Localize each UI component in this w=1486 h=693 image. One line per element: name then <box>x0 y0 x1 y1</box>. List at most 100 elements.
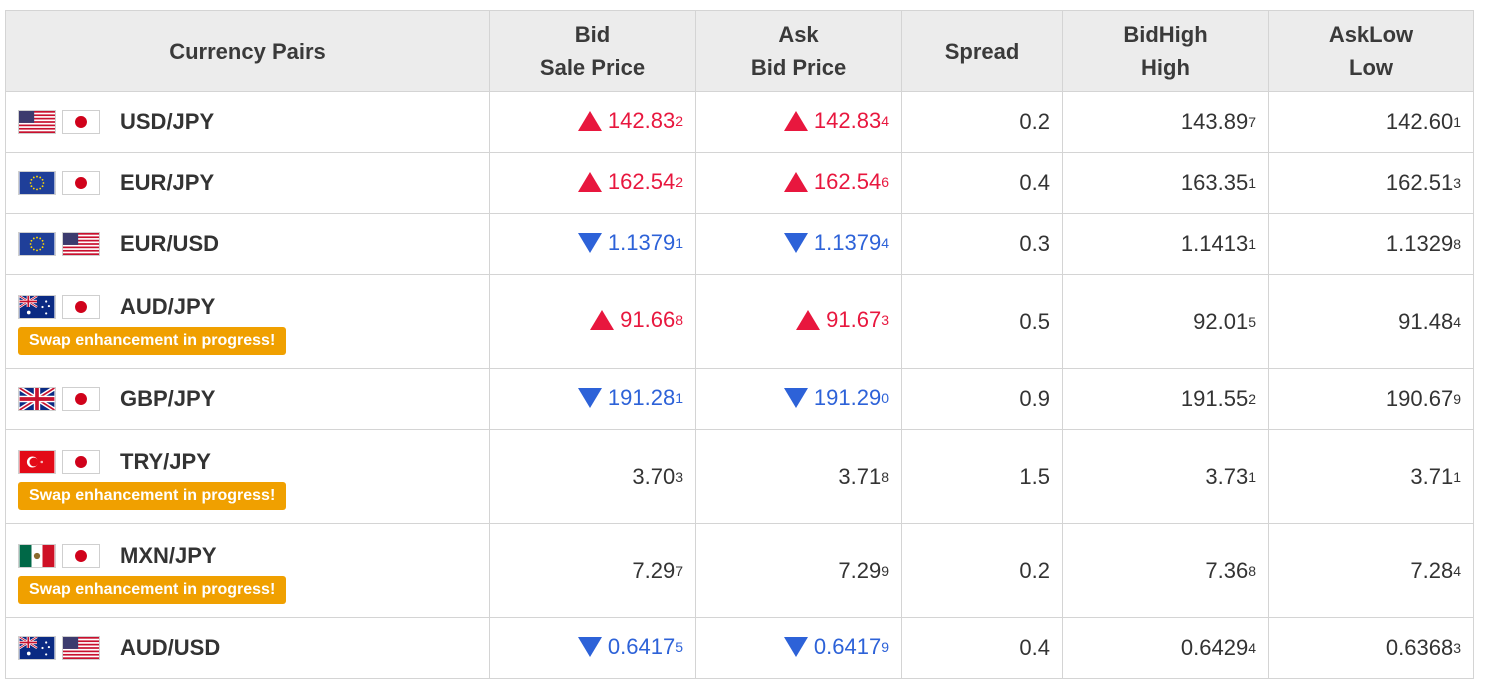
price-pip: 4 <box>1453 313 1461 330</box>
bid-price-cell: 91.66 8 <box>489 274 696 369</box>
price-main: 7.29 <box>838 557 882 583</box>
header-label: Ask <box>778 22 819 47</box>
price-pip: 4 <box>1248 640 1256 656</box>
price-pip: 1 <box>1248 468 1256 485</box>
currency-pair-name[interactable]: EUR/USD <box>120 231 220 256</box>
price-main: 163.35 <box>1180 170 1249 195</box>
table-header-row: Currency Pairs Bid Sale Price Ask Bid Pric… <box>5 10 1474 92</box>
price-pip: 7 <box>675 562 683 579</box>
table-row[interactable]: EUR/JPY 162.54 2 162.54 6 0.4 163.35 1 162.51 3 <box>5 152 1474 214</box>
bid-price-cell: 3.70 3 <box>489 429 696 524</box>
ask-low-cell: 3.71 1 <box>1268 429 1474 524</box>
table-row[interactable]: MXN/JPY Swap enhancement in progress! 7.29… <box>5 523 1474 618</box>
jp-flag-icon <box>62 110 100 134</box>
price-pip: 4 <box>1453 562 1461 579</box>
price-pip: 8 <box>881 468 889 485</box>
ask-price-cell: 0.6417 9 <box>695 617 902 679</box>
header-bidhigh: BidHigh High <box>1062 10 1269 92</box>
bid-high-cell: 1.1413 1 <box>1062 213 1269 275</box>
us-flag-icon <box>18 110 56 134</box>
currency-pair-cell[interactable]: AUD/JPY Swap enhancement in progress! <box>5 274 490 369</box>
price-pip: 3 <box>881 312 889 328</box>
ask-low-cell-value: 162.51 3 <box>1386 170 1461 196</box>
ask-low-cell: 1.1329 8 <box>1268 213 1474 275</box>
price-main: 7.36 <box>1205 557 1249 583</box>
price-main: 91.48 <box>1398 308 1454 334</box>
eu-flag-icon <box>18 232 56 256</box>
table-row[interactable]: GBP/JPY 191.28 1 191.29 0 0.9 191.55 2 190.67 9 <box>5 368 1474 430</box>
currency-pair-cell[interactable]: EUR/JPY <box>5 152 490 214</box>
table-row[interactable]: AUD/JPY Swap enhancement in progress! 91.6… <box>5 274 1474 369</box>
currency-pair-cell[interactable]: AUD/USD <box>5 617 490 679</box>
currency-pair-name[interactable]: AUD/JPY <box>120 293 216 319</box>
header-sublabel: High <box>1141 55 1190 80</box>
price-main: 191.55 <box>1180 386 1249 411</box>
header-sublabel: Sale Price <box>539 55 646 80</box>
price-main: 1.1379 <box>813 229 882 255</box>
spread-cell: 0.2 <box>901 523 1063 618</box>
price-pip: 2 <box>1248 391 1256 407</box>
table-row[interactable]: AUD/USD 0.6417 5 0.6417 9 0.4 0.6429 4 0.6368 3 <box>5 617 1474 679</box>
header-label: Currency Pairs <box>169 38 326 64</box>
bid-price-cell-value: 142.83 2 <box>577 108 683 134</box>
price-pip: 1 <box>1453 114 1461 130</box>
table-row[interactable]: USD/JPY 142.83 2 142.83 4 0.2 143.89 7 142.60 1 <box>5 91 1474 153</box>
bid-price-cell-value: 191.28 1 <box>577 385 683 411</box>
currency-pair-cell[interactable]: TRY/JPY Swap enhancement in progress! <box>5 429 490 524</box>
us-flag-icon <box>62 636 100 660</box>
bid-price-cell: 1.1379 1 <box>489 213 696 275</box>
currency-pair-line: EUR/USD <box>18 226 489 262</box>
ask-price-cell-value: 162.54 6 <box>783 169 889 195</box>
currency-pair-name[interactable]: USD/JPY <box>120 109 215 134</box>
currency-pair-cell[interactable]: GBP/JPY <box>5 368 490 430</box>
ask-price-cell-value: 7.29 9 <box>838 558 889 584</box>
currency-pair-cell[interactable]: USD/JPY <box>5 91 490 153</box>
header-label: AskLow <box>1328 22 1414 47</box>
header-asklow: AskLow Low <box>1268 10 1474 92</box>
table-row[interactable]: TRY/JPY Swap enhancement in progress! 3.70… <box>5 429 1474 524</box>
price-main: 0.6417 <box>813 633 882 659</box>
currency-pair-name[interactable]: MXN/JPY <box>120 542 217 568</box>
price-main: 91.67 <box>826 307 882 332</box>
ask-price-cell-value: 0.6417 9 <box>783 633 889 660</box>
bid-high-cell-value: 1.1413 1 <box>1181 231 1256 257</box>
currency-pair-name[interactable]: GBP/JPY <box>120 386 216 411</box>
header-ask: Ask Bid Price <box>695 10 902 92</box>
up-arrow-icon <box>783 171 808 192</box>
price-main: 7.28 <box>1410 557 1454 583</box>
down-arrow-icon <box>783 636 808 657</box>
jp-flag-icon <box>62 294 100 319</box>
swap-enhancement-badge: Swap enhancement in progress! <box>18 575 287 604</box>
bid-high-cell-value: 191.55 2 <box>1181 386 1256 412</box>
price-pip: 1 <box>1248 236 1256 252</box>
currency-pair-cell[interactable]: MXN/JPY Swap enhancement in progress! <box>5 523 490 618</box>
price-pip: 9 <box>881 562 889 579</box>
currency-pair-cell[interactable]: EUR/USD <box>5 213 490 275</box>
currency-pair-name[interactable]: EUR/JPY <box>120 170 215 195</box>
bid-high-cell-value: 143.89 7 <box>1181 109 1256 135</box>
header-label: Bid <box>574 22 611 47</box>
eu-flag-icon <box>18 171 56 195</box>
price-pip: 3 <box>1453 640 1461 656</box>
ask-low-cell: 190.67 9 <box>1268 368 1474 430</box>
bid-price-cell: 142.83 2 <box>489 91 696 153</box>
mx-flag-icon <box>18 543 56 568</box>
table-row[interactable]: EUR/USD 1.1379 1 1.1379 4 0.3 1.1413 1 1.1329 8 <box>5 213 1474 275</box>
ask-low-cell-value: 3.71 1 <box>1410 464 1461 490</box>
ask-low-cell-value: 142.60 1 <box>1386 109 1461 135</box>
price-pip: 2 <box>675 112 683 129</box>
ask-low-cell: 0.6368 3 <box>1268 617 1474 679</box>
bid-high-cell: 7.36 8 <box>1062 523 1269 618</box>
currency-pair-name[interactable]: TRY/JPY <box>120 448 211 474</box>
price-main: 3.71 <box>838 463 882 489</box>
price-main: 190.67 <box>1385 386 1454 411</box>
ask-low-cell: 142.60 1 <box>1268 91 1474 153</box>
price-pip: 2 <box>675 173 683 190</box>
price-pip: 1 <box>1453 468 1461 485</box>
bid-high-cell-value: 92.01 5 <box>1193 309 1256 335</box>
currency-pair-name[interactable]: AUD/USD <box>120 635 221 660</box>
spread-cell: 0.4 <box>901 617 1063 679</box>
down-arrow-icon <box>783 232 808 253</box>
ask-low-cell-value: 190.67 9 <box>1386 386 1461 412</box>
price-main: 7.29 <box>632 557 676 583</box>
